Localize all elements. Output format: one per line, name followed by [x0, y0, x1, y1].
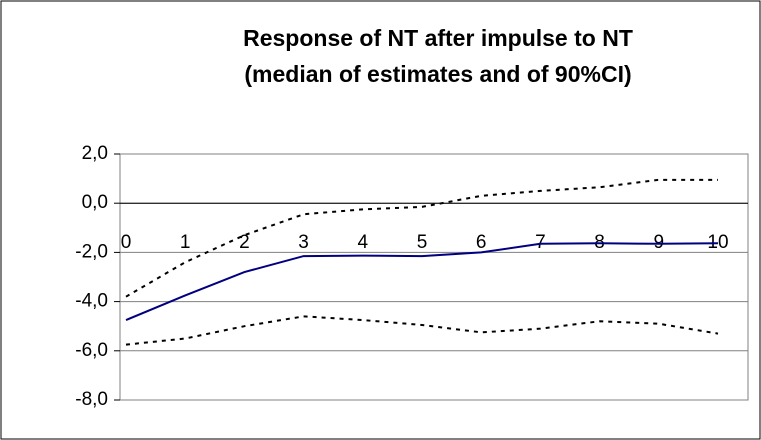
x-tick-label: 10 — [707, 232, 728, 253]
y-tick-label: 0,0 — [82, 192, 108, 213]
y-tick-label: -6,0 — [75, 340, 108, 361]
x-tick-label: 1 — [180, 232, 191, 253]
x-tick-label: 0 — [121, 232, 132, 253]
x-tick-label: 3 — [298, 232, 309, 253]
x-tick-label: 6 — [476, 232, 487, 253]
x-tick-label: 9 — [654, 232, 665, 253]
series-line — [125, 315, 719, 346]
series-line — [125, 242, 719, 321]
chart-subtitle: (median of estimates and of 90%CI) — [244, 61, 631, 87]
y-tick-label: 2,0 — [82, 143, 108, 164]
chart-title: Response of NT after impulse to NT — [243, 25, 633, 51]
y-tick-label: -2,0 — [75, 241, 108, 262]
x-tick-label: 7 — [535, 232, 546, 253]
x-tick-label: 5 — [417, 232, 428, 253]
y-tick-label: -4,0 — [75, 291, 108, 312]
x-tick-label: 4 — [358, 232, 369, 253]
y-tick-label: -8,0 — [75, 389, 108, 410]
series-line — [125, 178, 718, 298]
x-tick-label: 2 — [239, 232, 250, 253]
